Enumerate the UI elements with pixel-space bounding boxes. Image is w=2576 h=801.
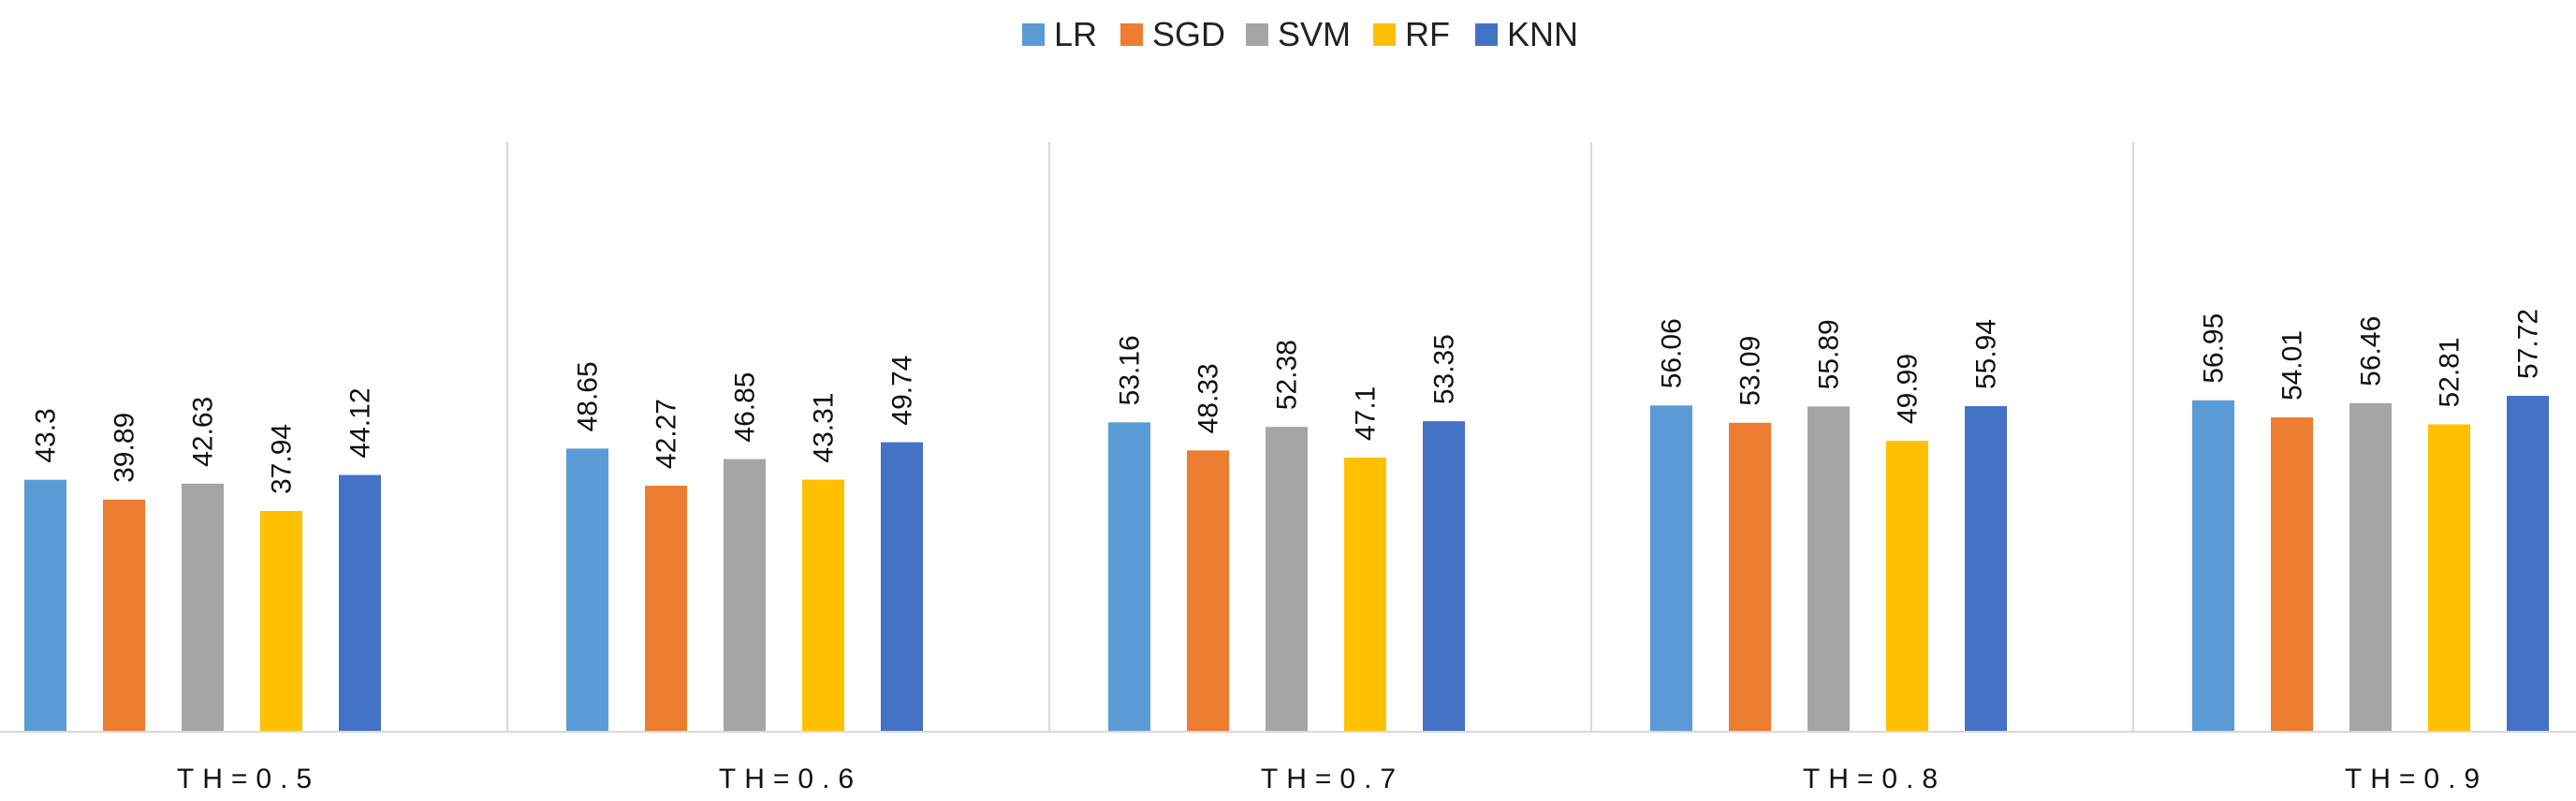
bar-lr-1 xyxy=(24,479,66,732)
legend-label-lr: LR xyxy=(1054,15,1097,53)
data-label-sgd-3: 48.33 xyxy=(1193,363,1224,433)
data-labels: 43.3 39.89 42.63 37.94 44.12 48.65 42.27 46.85 4… xyxy=(31,309,2544,494)
bar-sgd-2 xyxy=(645,486,687,732)
bar-lr-5 xyxy=(2192,400,2234,732)
bar-svm-4 xyxy=(1808,406,1850,732)
data-label-sgd-5: 54.01 xyxy=(2277,330,2308,400)
data-label-svm-2: 46.85 xyxy=(730,372,761,443)
data-label-rf-4: 49.99 xyxy=(1893,354,1924,424)
bar-knn-3 xyxy=(1423,421,1465,732)
legend: LR SGD SVM RF KNN xyxy=(1022,15,1578,53)
bar-lr-3 xyxy=(1108,422,1150,732)
legend-item-rf: RF xyxy=(1373,15,1450,53)
data-label-lr-4: 56.06 xyxy=(1657,318,1688,388)
bar-svm-5 xyxy=(2349,402,2392,732)
data-label-svm-1: 42.63 xyxy=(188,397,219,467)
bars xyxy=(24,395,2549,732)
data-label-knn-2: 49.74 xyxy=(887,356,918,426)
data-label-sgd-1: 39.89 xyxy=(110,413,140,483)
data-label-rf-3: 47.1 xyxy=(1351,386,1382,441)
data-label-knn-3: 53.35 xyxy=(1429,334,1460,404)
bar-knn-1 xyxy=(339,474,381,732)
legend-label-svm: SVM xyxy=(1278,15,1351,53)
legend-label-knn: KNN xyxy=(1507,15,1578,53)
data-label-svm-4: 55.89 xyxy=(1814,319,1845,389)
legend-item-lr: LR xyxy=(1022,15,1097,53)
bar-rf-2 xyxy=(802,479,844,732)
data-label-knn-5: 57.72 xyxy=(2513,309,2544,379)
category-label-5: TH=0.9 xyxy=(2345,764,2488,794)
legend-swatch-svm xyxy=(1246,23,1268,46)
legend-item-knn: KNN xyxy=(1475,15,1578,53)
category-label-2: TH=0.6 xyxy=(719,764,862,794)
data-label-lr-5: 56.95 xyxy=(2199,313,2230,384)
data-label-knn-4: 55.94 xyxy=(1971,319,2002,389)
legend-swatch-rf xyxy=(1373,23,1396,46)
legend-label-sgd: SGD xyxy=(1152,15,1225,53)
bar-sgd-5 xyxy=(2271,417,2313,732)
data-label-lr-2: 48.65 xyxy=(573,361,604,431)
data-label-svm-5: 56.46 xyxy=(2356,316,2387,386)
data-label-rf-2: 43.31 xyxy=(809,393,840,463)
data-label-rf-1: 37.94 xyxy=(267,424,298,494)
data-label-lr-1: 43.3 xyxy=(31,408,62,462)
data-label-sgd-2: 42.27 xyxy=(651,399,682,469)
data-label-sgd-4: 53.09 xyxy=(1735,336,1766,406)
data-label-rf-5: 52.81 xyxy=(2435,337,2466,407)
bar-knn-5 xyxy=(2507,395,2549,732)
bar-svm-2 xyxy=(724,459,766,732)
bar-svm-1 xyxy=(182,483,224,732)
group-separators xyxy=(506,142,2134,732)
category-label-3: TH=0.7 xyxy=(1261,764,1404,794)
bar-sgd-3 xyxy=(1187,450,1229,732)
legend-label-rf: RF xyxy=(1405,15,1450,53)
data-label-lr-3: 53.16 xyxy=(1115,335,1146,405)
category-label-1: TH=0.5 xyxy=(177,764,320,794)
bar-knn-4 xyxy=(1965,406,2007,732)
bar-svm-3 xyxy=(1266,427,1308,732)
data-label-svm-3: 52.38 xyxy=(1272,340,1303,410)
bar-lr-2 xyxy=(566,448,608,732)
legend-swatch-sgd xyxy=(1120,23,1143,46)
bar-rf-4 xyxy=(1886,441,1928,732)
category-label-4: TH=0.8 xyxy=(1803,764,1946,794)
bar-rf-5 xyxy=(2428,424,2470,732)
bar-rf-1 xyxy=(260,511,302,732)
bar-lr-4 xyxy=(1650,405,1692,732)
bar-knn-2 xyxy=(881,442,923,732)
legend-swatch-knn xyxy=(1475,23,1498,46)
legend-item-svm: SVM xyxy=(1246,15,1351,53)
bar-rf-3 xyxy=(1344,458,1386,732)
category-labels: TH=0.5 TH=0.6 TH=0.7 TH=0.8 TH=0.9 xyxy=(177,764,2488,794)
legend-swatch-lr xyxy=(1022,23,1045,46)
bar-sgd-4 xyxy=(1729,422,1771,732)
data-label-knn-1: 44.12 xyxy=(345,387,376,458)
legend-item-sgd: SGD xyxy=(1120,15,1225,53)
bar-sgd-1 xyxy=(103,499,145,732)
